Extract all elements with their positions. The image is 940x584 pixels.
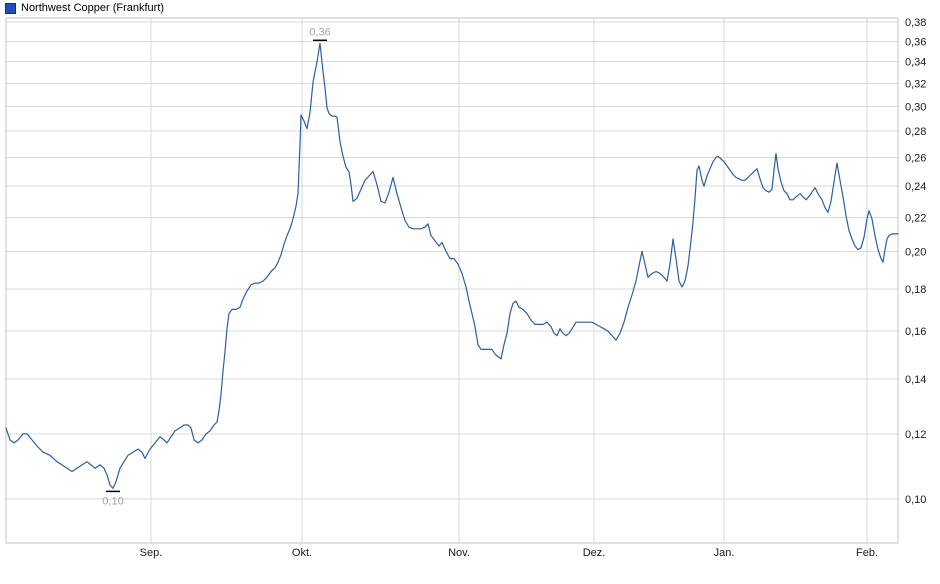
x-axis-label: Jan. [714, 547, 735, 559]
y-axis-label: 0,28 [905, 126, 926, 138]
y-axis-label: 0,20 [905, 246, 926, 258]
y-axis-label: 0,36 [905, 36, 926, 48]
legend-marker-icon [5, 2, 16, 14]
y-axis-label: 0,26 [905, 153, 926, 165]
y-axis-label: 0,18 [905, 284, 926, 296]
y-axis-label: 0,34 [905, 57, 926, 69]
y-axis-label: 0,10 [905, 494, 926, 506]
y-axis-label: 0,32 [905, 78, 926, 90]
x-axis-label: Sep. [140, 547, 163, 559]
x-axis-label: Feb. [856, 547, 878, 559]
y-axis-label: 0,38 [905, 17, 926, 29]
y-axis-label: 0,12 [905, 429, 926, 441]
y-axis-label: 0,30 [905, 102, 926, 114]
x-axis-label: Nov. [448, 547, 470, 559]
y-axis-label: 0,14 [905, 374, 926, 386]
x-axis-label: Okt. [292, 547, 312, 559]
price-line [5, 42, 899, 489]
chart-title: Northwest Copper (Frankfurt) [21, 2, 165, 14]
y-axis-label: 0,16 [905, 326, 926, 338]
y-axis-label: 0,24 [905, 181, 926, 193]
plot-frame [5, 17, 899, 544]
min-annotation-label: 0,10 [102, 495, 123, 507]
max-annotation-label: 0,36 [309, 26, 330, 38]
y-axis-label: 0,22 [905, 212, 926, 224]
chart-legend: Northwest Copper (Frankfurt) [5, 2, 164, 14]
x-axis-label: Dez. [583, 547, 606, 559]
